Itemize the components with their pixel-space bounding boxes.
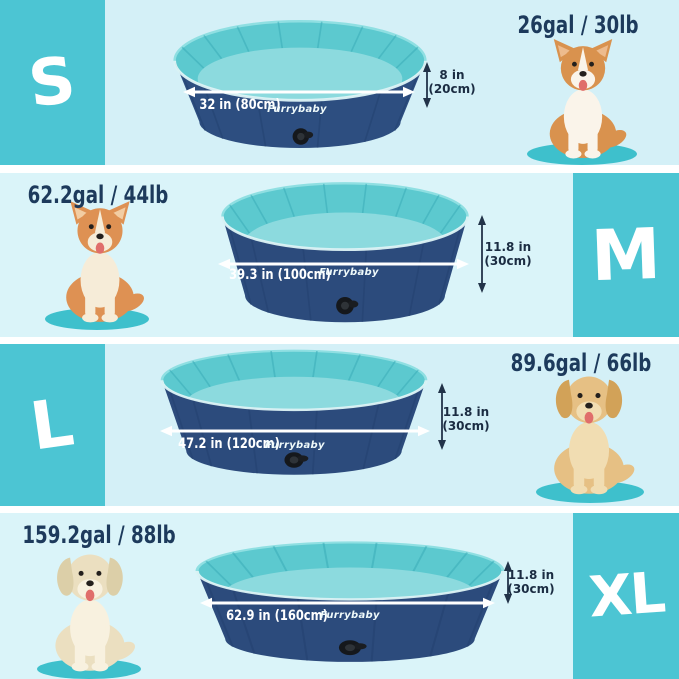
corgi-dog-photo (526, 36, 640, 162)
diameter-label-m: 39.3 in (100cm) (229, 267, 331, 283)
labrador-dog-photo (36, 544, 144, 675)
pool-l-photo (155, 345, 433, 479)
diameter-label-xl: 62.9 in (160cm) (226, 608, 328, 624)
pool-xl-photo (189, 537, 511, 666)
brand-logo: Furrybaby (320, 610, 380, 621)
size-block-xl: XL (573, 513, 679, 679)
size-block-l: L (0, 344, 105, 506)
shiba-inu-dog-photo (42, 198, 158, 326)
pool-m-photo (216, 177, 474, 327)
height-label-l: 11.8 in (30cm) (442, 405, 489, 433)
brand-logo: Furrybaby (265, 440, 325, 451)
size-block-s: S (0, 0, 105, 165)
height-inches: 11.8 in (507, 568, 555, 582)
pool-s-photo (168, 13, 432, 153)
diameter-label-l: 47.2 in (120cm) (178, 436, 280, 452)
height-inches: 11.8 in (442, 405, 490, 419)
capacity-label-s: 26gal / 30lb (517, 11, 639, 39)
capacity-label-l: 89.6gal / 66lb (510, 349, 652, 377)
height-cm: (30cm) (442, 419, 490, 433)
size-letter-xl: XL (586, 560, 666, 631)
capacity-label-m: 62.2gal / 44lb (27, 181, 169, 209)
height-label-xl: 11.8 in (30cm) (507, 568, 554, 596)
height-inches: 11.8 in (484, 240, 532, 254)
size-letter-m: M (589, 212, 663, 298)
size-block-m: M (573, 173, 679, 337)
height-cm: (20cm) (428, 82, 476, 96)
size-letter-l: L (26, 383, 79, 466)
height-inches: 8 in (439, 68, 465, 82)
size-letter-s: S (25, 42, 80, 123)
height-cm: (30cm) (507, 582, 555, 596)
capacity-label-xl: 159.2gal / 88lb (22, 521, 176, 549)
height-cm: (30cm) (484, 254, 532, 268)
height-label-m: 11.8 in (30cm) (484, 240, 531, 268)
brand-logo: Furrybaby (267, 104, 327, 115)
diameter-label-s: 32 in (80cm) (199, 97, 281, 113)
golden-retriever-dog-photo (532, 366, 646, 498)
height-label-s: 8 in (20cm) (428, 68, 475, 96)
brand-logo: Furrybaby (319, 267, 379, 278)
